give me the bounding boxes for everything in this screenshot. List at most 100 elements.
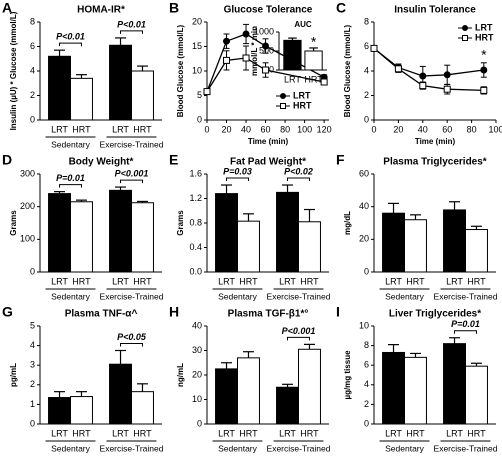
chart-title: Plasma Triglycerides* [383,157,487,168]
point [419,82,427,90]
group-label: Exercise-Trained [434,291,498,301]
y-tick-label: 6 [364,360,369,370]
x-tick-label: 40 [418,124,428,134]
chart-title: Liver Triglycerides* [389,309,481,320]
bar [70,396,93,425]
bar [283,39,302,71]
bar [304,50,323,71]
x-axis-label: Time (min) [248,137,289,146]
y-tick-label: 1.2 [189,193,202,203]
x-tick-label: 80 [280,124,290,134]
x-tick-label: 20 [222,124,232,134]
x-tick-label: LRT [385,428,402,438]
x-tick-label: HRT [72,276,91,286]
p-value: P<0.01 [117,19,146,29]
x-axis-label: Time (min) [415,137,456,146]
bar [404,356,427,425]
y-tick-label: 20 [359,234,369,244]
bar [131,391,154,425]
y-tick-label: 0 [364,266,369,276]
y-tick-label: 6 [30,41,35,51]
point [203,88,211,96]
bar [215,368,238,425]
chart-title: HOMA-IR* [77,5,125,16]
point [320,78,328,86]
y-tick-label: 500 [259,45,274,55]
y-axis-label: Grams [9,210,18,236]
y-tick-label: 300 [20,168,35,178]
y-tick-label: 4 [30,340,35,350]
bar [465,229,488,273]
x-tick-label: HRT [133,124,152,134]
p-value: P<0.01 [56,32,85,42]
group-label: Sedentary [218,443,257,453]
x-tick-label: HRT [300,276,319,286]
y-axis-label: Blood Glucose (mmol/L) [176,24,185,117]
x-tick-label: LRT [385,276,402,286]
y-tick-label: 3 [30,360,35,370]
inset-title: AUC [294,20,312,29]
panel-letter: B [169,0,179,16]
bar [48,397,71,425]
bar [443,209,467,273]
bar [382,212,406,273]
bar [443,343,467,425]
bar [404,219,427,273]
y-axis-label: mg/dL [343,211,352,235]
x-tick-label: 120 [317,124,332,134]
y-tick-label: 2 [364,399,369,409]
y-tick-label: 5 [30,320,35,330]
x-tick-label: HRT [406,428,425,438]
point [223,37,231,45]
y-tick-label: 1.6 [189,168,202,178]
bar [109,363,132,425]
bracket [120,343,143,347]
bar [237,357,260,425]
panel-letter: H [169,304,179,320]
group-label: Exercise-Trained [267,291,331,301]
x-tick-label: HRT [467,276,486,286]
y-tick-label: 0.8 [189,217,202,227]
panel-letter: F [336,152,345,168]
y-tick-label: 1 [30,399,35,409]
y-tick-label: 200 [20,201,35,211]
bar [276,386,300,425]
point [480,86,488,94]
y-tick-label: 0 [197,114,202,124]
y-tick-label: 30 [192,345,202,355]
bar [109,44,132,121]
x-tick-label: HRT [239,276,258,286]
y-axis-label: Blood Glucose (mmol/L) [343,24,352,117]
p-value: P<0.001 [282,326,316,336]
panel-letter: E [169,152,178,168]
legend-marker [280,93,286,99]
bracket [287,336,310,341]
bar [382,351,406,425]
y-tick-label: 0 [30,114,35,124]
y-tick-label: 10 [192,65,202,75]
legend-label: HRT [293,100,312,110]
point [443,85,451,93]
y-tick-label: 20 [192,16,202,26]
point [223,56,231,64]
panel-letter: D [2,152,12,168]
point [262,42,270,50]
panel: G Plasma TNF-α^ 0 1 2 3 4 5 pg/mL LRT HRT LRT HRT Sed… [2,304,164,454]
point [394,65,402,73]
bracket [454,330,477,334]
x-tick-label: HRT [133,276,152,286]
bar [131,202,154,273]
series-line [373,47,484,92]
y-tick-label: 0 [364,114,369,124]
group-label: Exercise-Trained [100,291,164,301]
legend-label: HRT [475,32,494,42]
y-tick-label: 0 [30,266,35,276]
panel: A HOMA-IR* 0 2 4 6 8 Insulin (µU) * Glucose (mm… [2,0,164,149]
bar [70,77,93,121]
bar [215,193,238,273]
point [419,72,427,80]
x-tick-label: LRT [284,74,301,84]
panel: B Glucose Tolerance 0 5 10 15 20 Blood Glucose … [169,0,332,146]
p-value: P<0.001 [115,168,149,178]
chart-title: Fat Pad Weight* [230,157,306,168]
